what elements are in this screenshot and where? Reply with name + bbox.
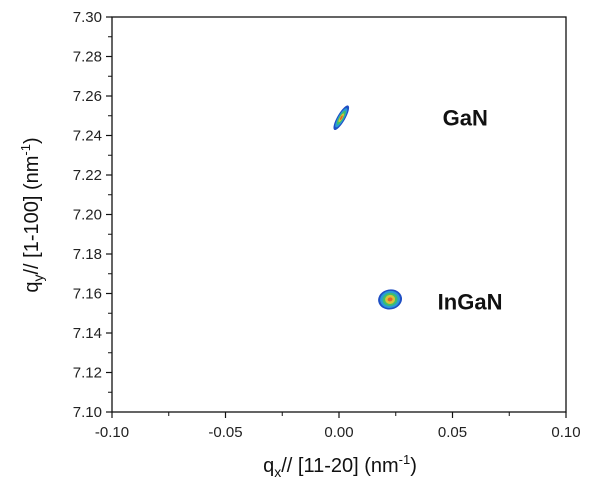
peak-gan xyxy=(333,105,350,131)
x-tick-label: 0.05 xyxy=(438,424,467,441)
peak-label-ingan: InGaN xyxy=(438,289,503,314)
plot-border xyxy=(111,16,567,413)
x-axis-title: qx// [11-20] (nm-1) xyxy=(263,452,417,480)
x-tick-label: -0.10 xyxy=(95,424,129,441)
y-tick-label: 7.12 xyxy=(73,365,102,382)
y-tick-label: 7.30 xyxy=(73,9,102,26)
y-tick-label: 7.22 xyxy=(73,167,102,184)
y-tick-label: 7.24 xyxy=(73,128,102,145)
y-axis-ticks: 7.10 7.12 7.14 7.16 7.18 7.20 7.22 7.24 7.26 7.28… xyxy=(73,9,112,421)
y-tick-label: 7.16 xyxy=(73,286,102,303)
y-tick-label: 7.28 xyxy=(73,49,102,66)
y-tick-label: 7.18 xyxy=(73,246,102,263)
x-tick-label: -0.05 xyxy=(208,424,242,441)
y-tick-label: 7.14 xyxy=(73,325,102,342)
y-tick-label: 7.20 xyxy=(73,207,102,224)
x-tick-label: 0.10 xyxy=(551,424,580,441)
peak-label-gan: GaN xyxy=(443,106,488,131)
plot-frame xyxy=(111,16,567,413)
y-tick-label: 7.26 xyxy=(73,88,102,105)
peaks: GaN InGaN xyxy=(333,105,503,314)
peak-ingan xyxy=(378,289,403,310)
peak-contour xyxy=(339,115,343,120)
x-tick-label: 0.00 xyxy=(324,424,353,441)
y-axis-title: qy// [1-100] (nm-1) xyxy=(18,137,46,292)
y-tick-label: 7.10 xyxy=(73,404,102,421)
x-axis-ticks: -0.10 -0.05 0.00 0.05 0.10 xyxy=(95,412,581,441)
peak-contour xyxy=(387,297,393,302)
